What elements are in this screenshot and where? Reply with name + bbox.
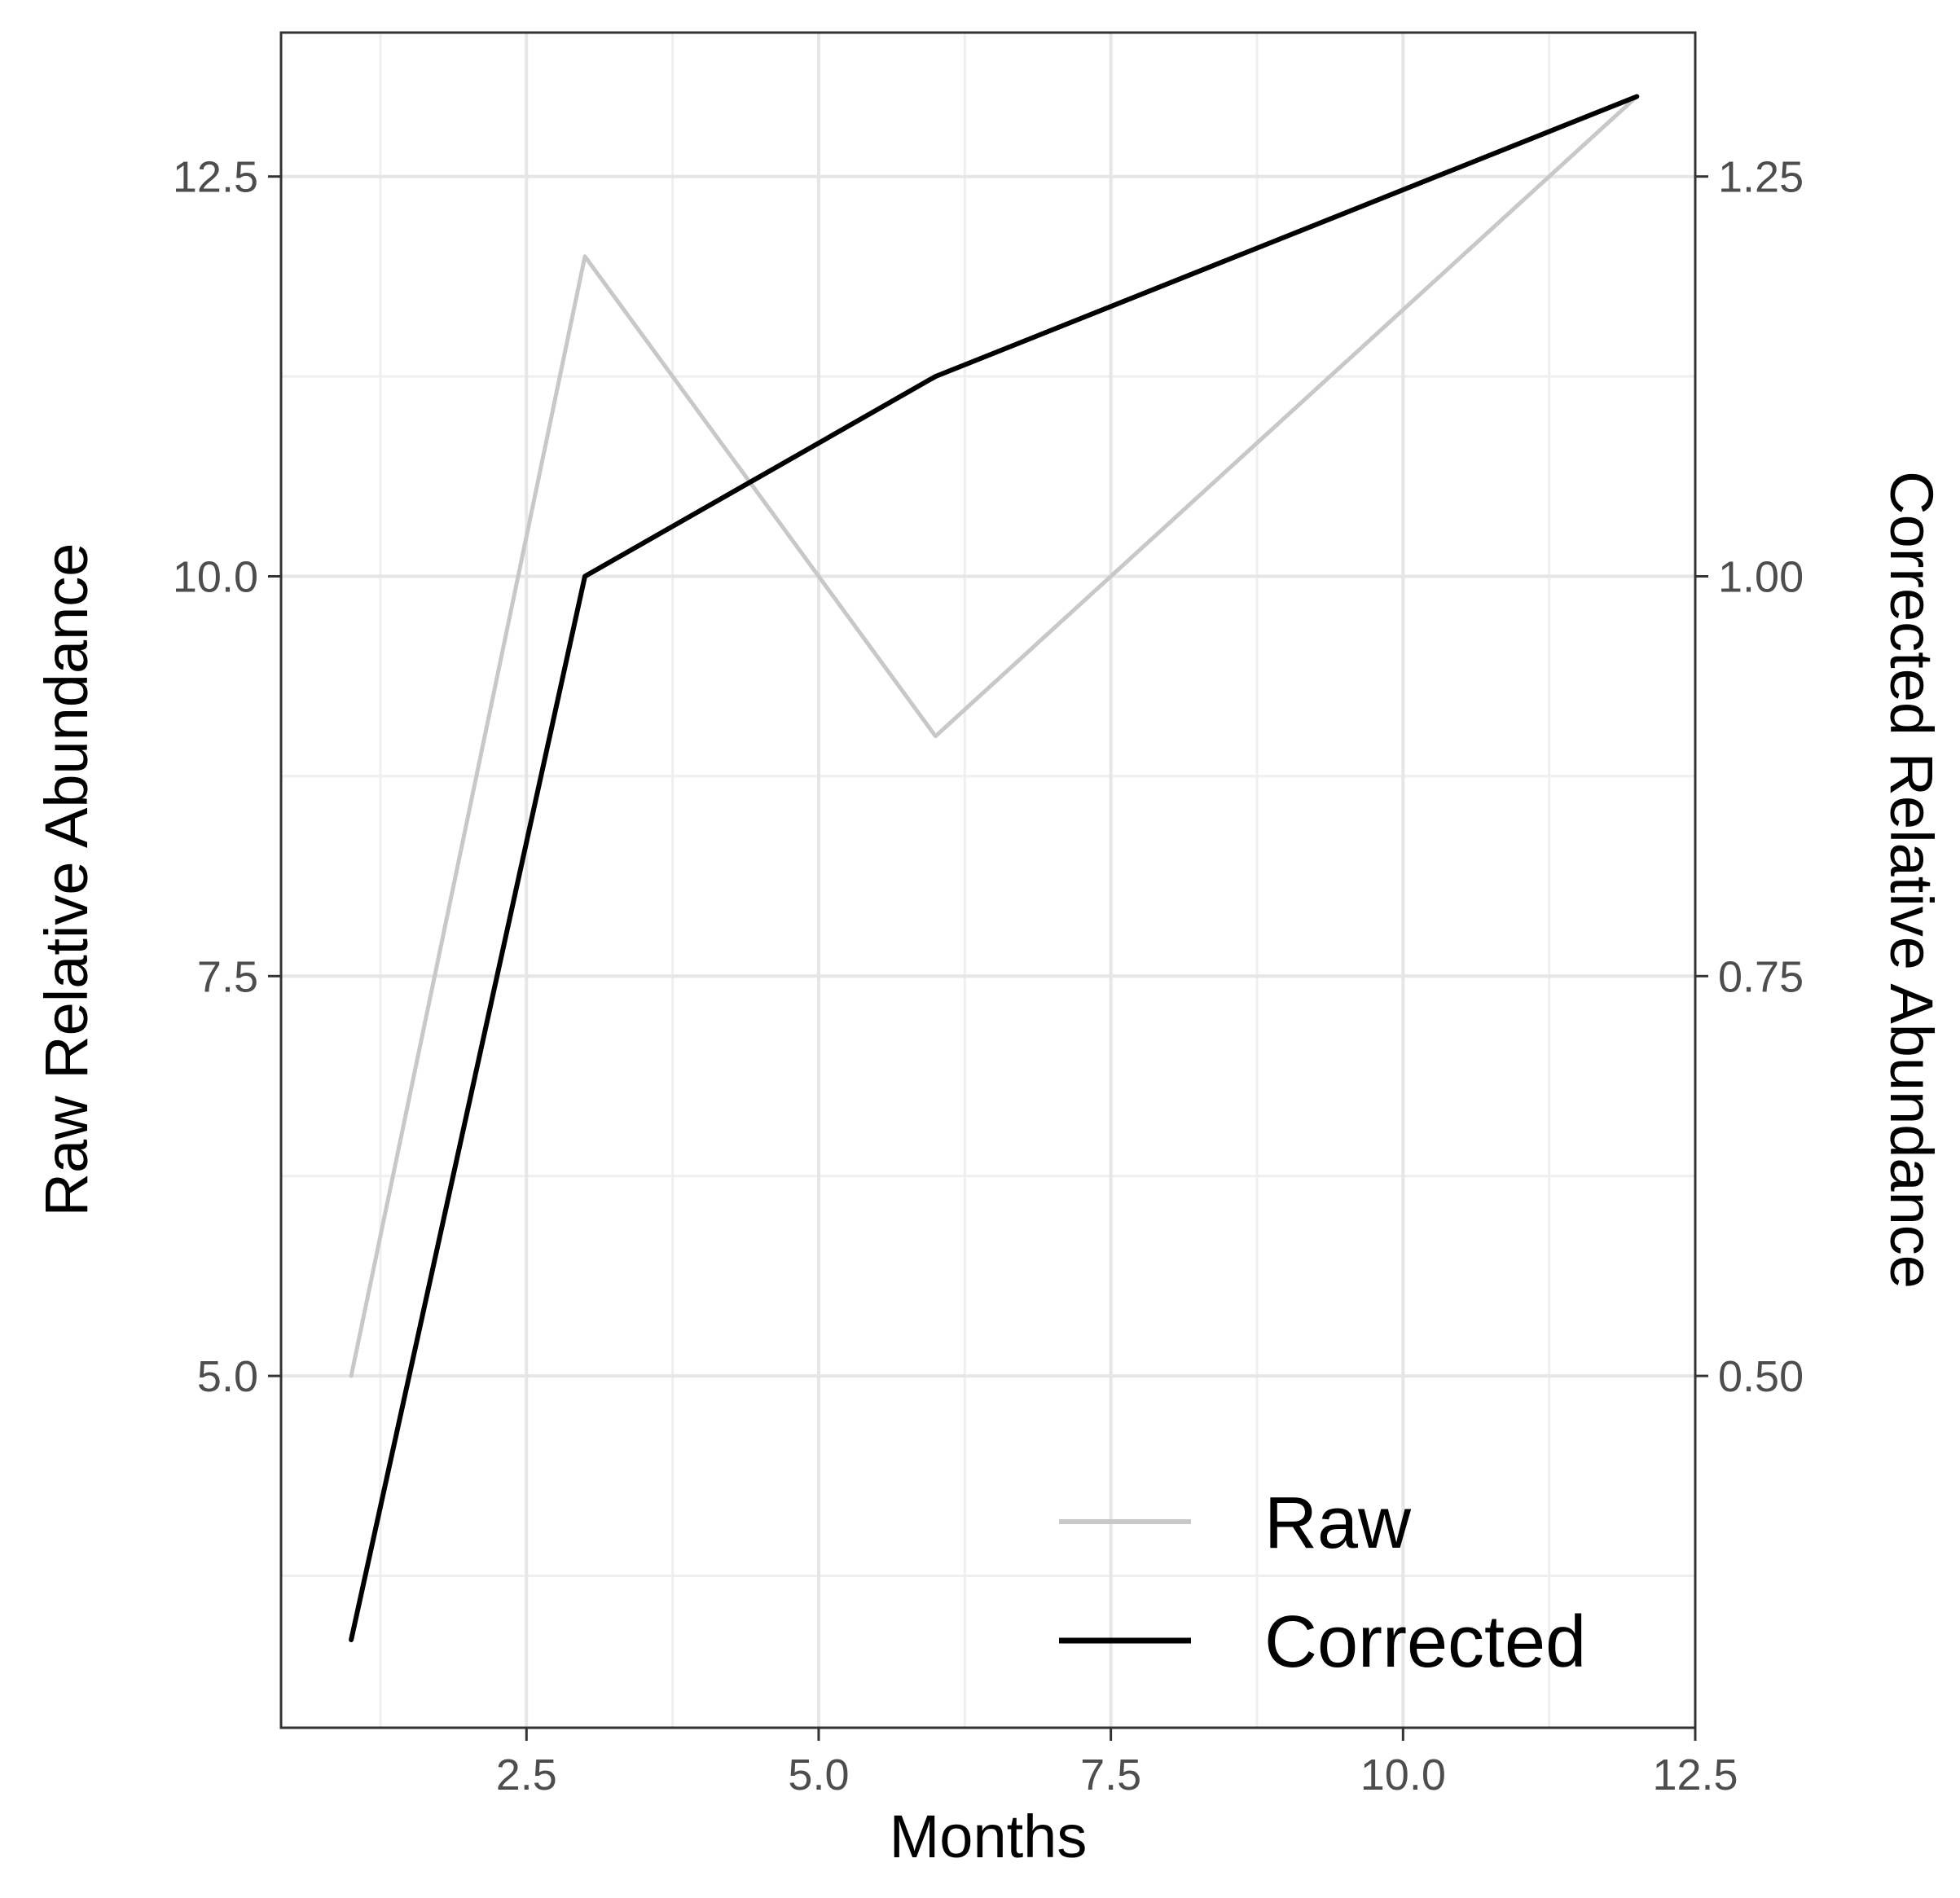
x-tick-label: 2.5 xyxy=(496,1751,557,1799)
legend-label-raw: Raw xyxy=(1264,1483,1412,1564)
x-tick-label: 12.5 xyxy=(1652,1751,1738,1799)
series-line-corrected xyxy=(349,94,1640,1642)
y-right-tick-label: 0.50 xyxy=(1718,1352,1804,1401)
y-right-tick-label: 1.00 xyxy=(1718,552,1804,601)
y-tick-label: 12.5 xyxy=(173,153,258,202)
y-tick-label: 7.5 xyxy=(197,952,258,1001)
y-right-axis-title: Corrected Relative Abundance xyxy=(1878,471,1945,1289)
grid-lines xyxy=(281,33,1695,1728)
y-axis-title: Raw Relative Abundance xyxy=(33,543,100,1217)
series-lines xyxy=(349,94,1640,1642)
y-tick-label: 10.0 xyxy=(173,552,258,601)
x-tick-label: 10.0 xyxy=(1360,1751,1446,1799)
y-right-tick-label: 0.75 xyxy=(1718,952,1804,1001)
x-axis-title: Months xyxy=(890,1803,1088,1870)
x-tick-label: 7.5 xyxy=(1080,1751,1141,1799)
x-tick-label: 5.0 xyxy=(788,1751,849,1799)
axes: 2.5 5.0 7.5 10.0 12.5 5.0 7.5 10.0 12.5 0.50 0.75 1… xyxy=(173,153,1804,1799)
series-line-raw xyxy=(349,94,1639,1378)
y-tick-label: 5.0 xyxy=(197,1352,258,1401)
legend: Raw Corrected xyxy=(1059,1483,1586,1683)
y-right-tick-label: 1.25 xyxy=(1718,153,1804,202)
legend-label-corrected: Corrected xyxy=(1264,1601,1586,1683)
plot-panel-border xyxy=(279,31,1697,1729)
